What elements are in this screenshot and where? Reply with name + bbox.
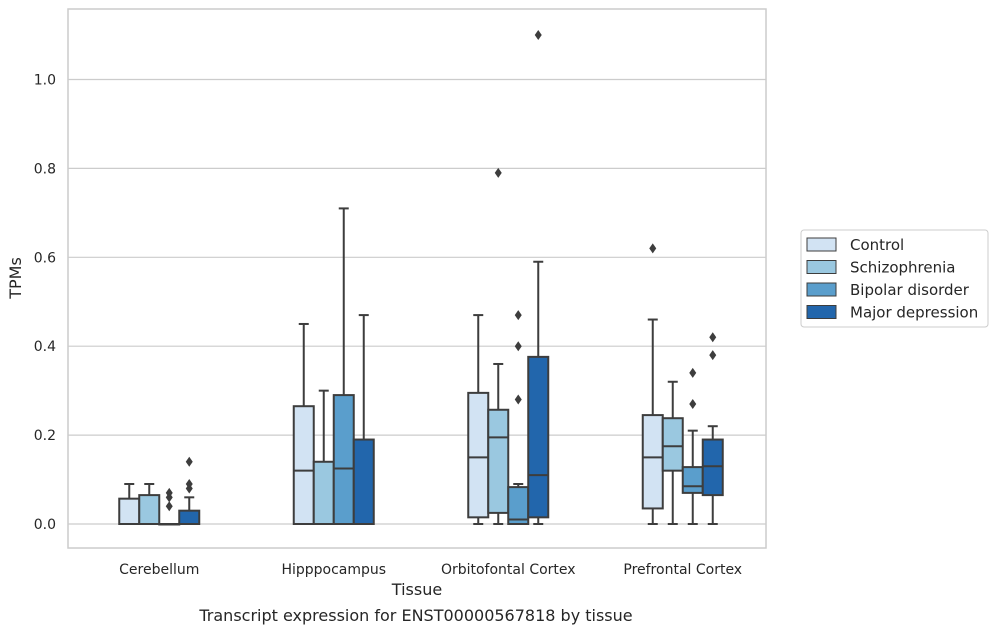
legend-swatch — [806, 237, 837, 252]
figure-caption: Transcript expression for ENST0000056781… — [199, 606, 633, 625]
x-tick-label: Orbitofontal Cortex — [441, 562, 576, 578]
box-iqr — [467, 391, 490, 519]
legend-label: Major depression — [850, 304, 978, 322]
y-tick-label: 0.0 — [34, 517, 56, 533]
outlier-point — [165, 487, 173, 498]
box-iqr — [118, 497, 141, 526]
outlier-point — [514, 394, 522, 405]
outlier-point — [709, 350, 717, 361]
y-tick-label: 0.6 — [34, 250, 56, 266]
box-iqr — [332, 394, 355, 525]
legend-label: Bipolar disorder — [850, 281, 970, 299]
box-iqr — [661, 417, 684, 472]
box-iqr — [641, 414, 664, 510]
outlier-point — [514, 341, 522, 352]
y-tick-label: 0.2 — [34, 428, 56, 444]
x-tick-label: Cerebellum — [119, 562, 199, 578]
box — [118, 482, 141, 526]
legend-swatch — [806, 305, 837, 319]
box — [352, 314, 375, 526]
legend-label: Control — [850, 236, 904, 254]
y-axis-label: TPMs — [6, 257, 25, 300]
series-control — [118, 243, 664, 526]
legend-swatch — [806, 260, 837, 274]
box-iqr — [681, 466, 704, 494]
legend-swatch — [806, 282, 837, 297]
box-iqr — [507, 486, 530, 526]
box-iqr — [178, 509, 201, 526]
box — [641, 243, 664, 525]
legend-frame — [800, 229, 989, 328]
outlier-point — [649, 243, 657, 254]
legend-label: Schizophrenia — [850, 259, 955, 277]
outlier-point — [689, 398, 697, 409]
legend: Control Schizophrenia Bipolar disorder Majo… — [800, 229, 989, 328]
x-tick-labels: Cerebellum Hipppocampus Orbitofontal Corte… — [119, 562, 742, 578]
outlier-point — [185, 456, 193, 467]
box — [701, 332, 724, 525]
box — [158, 487, 181, 526]
box — [487, 167, 510, 525]
box-series — [118, 30, 724, 526]
box-iqr — [701, 438, 724, 497]
outlier-point — [534, 30, 542, 41]
outlier-point — [165, 501, 173, 512]
series-schizophrenia — [138, 167, 684, 526]
y-tick-labels: 0.0 0.2 0.4 0.6 0.8 1.0 — [34, 73, 56, 534]
outlier-point — [514, 310, 522, 321]
x-tick-label: Hipppocampus — [281, 562, 386, 578]
x-tick-label: Prefrontal Cortex — [623, 562, 742, 578]
box-iqr — [312, 460, 335, 525]
y-tick-label: 0.4 — [34, 339, 56, 355]
box — [332, 207, 355, 525]
box-iqr — [352, 438, 375, 526]
outlier-point — [689, 367, 697, 378]
box — [312, 389, 335, 525]
series-bipolar-disorder — [158, 207, 704, 526]
y-tick-label: 1.0 — [34, 73, 56, 89]
box — [138, 482, 161, 526]
outlier-point — [185, 478, 193, 489]
x-axis-label: Tissue — [391, 580, 442, 599]
outlier-point — [709, 332, 717, 343]
box — [527, 30, 550, 525]
box-iqr — [527, 355, 550, 519]
box — [292, 322, 315, 525]
box-iqr — [138, 494, 161, 526]
box — [681, 367, 704, 525]
box — [661, 380, 684, 525]
box — [178, 456, 201, 526]
box-iqr — [487, 408, 510, 514]
plot-frame — [67, 8, 767, 549]
series-major-depression — [178, 30, 724, 526]
box — [507, 310, 530, 526]
y-tick-label: 0.8 — [34, 161, 56, 177]
box-iqr — [292, 405, 315, 525]
outlier-point — [494, 167, 502, 178]
